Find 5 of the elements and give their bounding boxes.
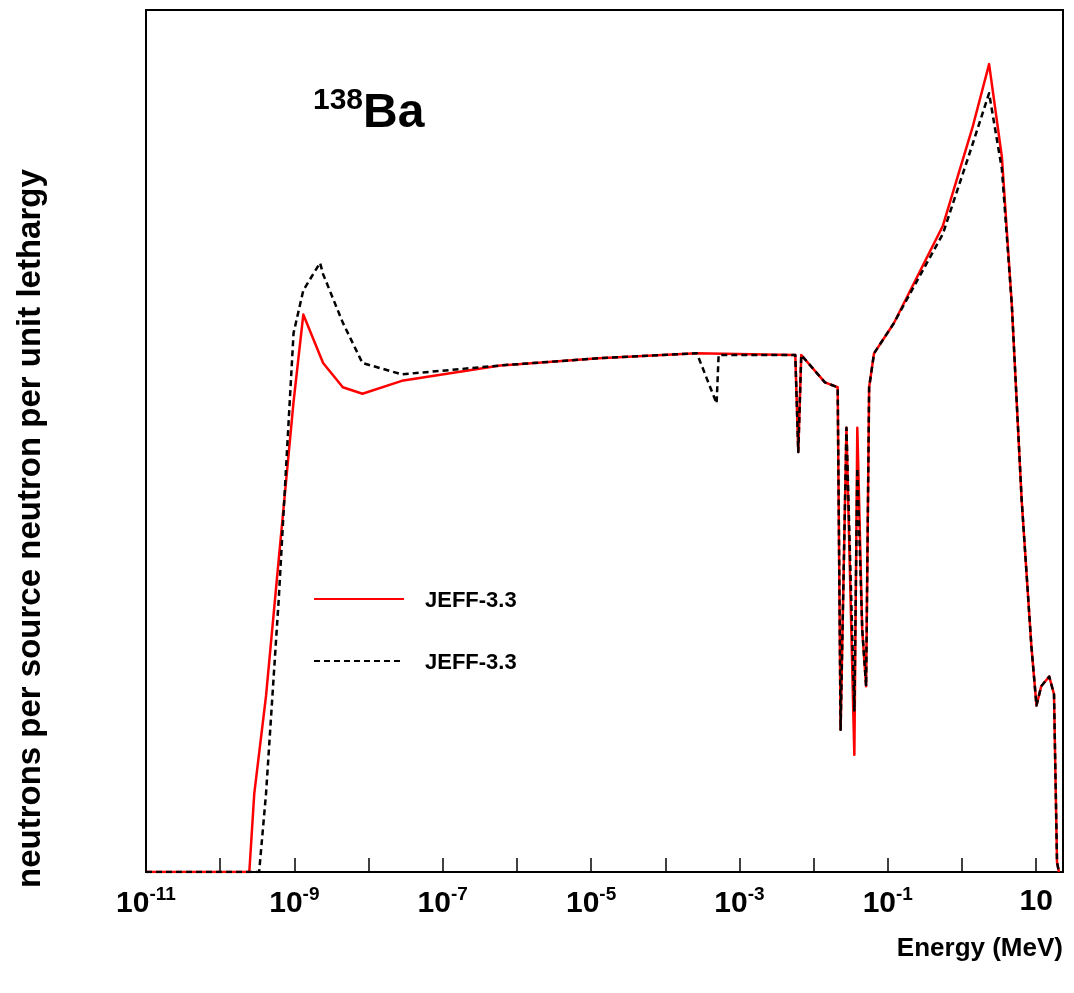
x-tick-label: 10 xyxy=(1019,882,1053,916)
legend-label: JEFF-3.3 xyxy=(425,648,517,674)
y-axis-title: neutrons per source neutron per unit lethargy xyxy=(9,168,47,888)
legend-label: JEFF-3.3 xyxy=(425,586,517,612)
x-axis-title: Energy (MeV) xyxy=(896,932,1063,962)
